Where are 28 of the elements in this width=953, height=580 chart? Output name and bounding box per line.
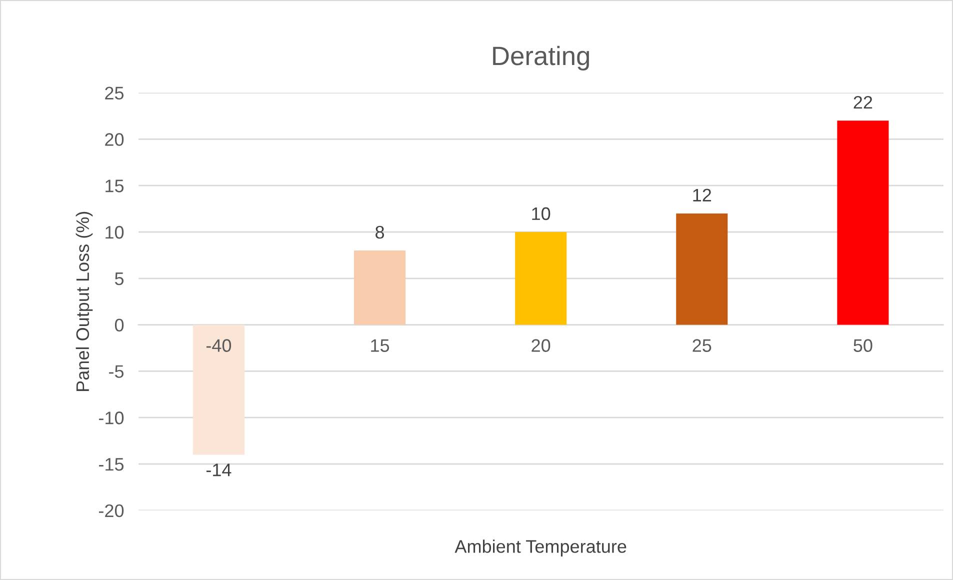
y-tick-label: -10 [99,412,124,424]
y-tick-label: 5 [114,272,124,286]
x-tick-label: 25 [692,339,712,352]
x-tick-label: 50 [854,339,872,352]
y-tick-label: -5 [109,365,124,378]
y-tick-label: 10 [106,226,124,239]
y-tick-label: 20 [105,133,124,146]
bar [192,324,244,455]
data-label: 8 [376,226,384,239]
y-tick-label: 25 [105,86,124,100]
bar [515,232,567,325]
y-axis-title: Panel Output Loss (%) [76,212,93,391]
bar [354,250,406,325]
y-tick-label: -20 [99,504,124,518]
chart-title: Derating [493,46,590,70]
y-tick-label: 0 [114,318,124,332]
y-tick-label: 15 [106,180,124,192]
data-label: 10 [532,207,550,220]
bar [676,213,728,325]
y-tick-label: -15 [99,458,124,471]
x-tick-label: -40 [206,339,232,352]
x-tick-label: 15 [371,339,390,352]
data-label: -14 [206,464,232,476]
data-label: 12 [693,188,712,202]
bar [837,120,889,325]
data-label: 22 [854,96,872,109]
x-tick-label: 20 [532,339,550,352]
x-axis-title: Ambient Temperature [454,540,626,556]
